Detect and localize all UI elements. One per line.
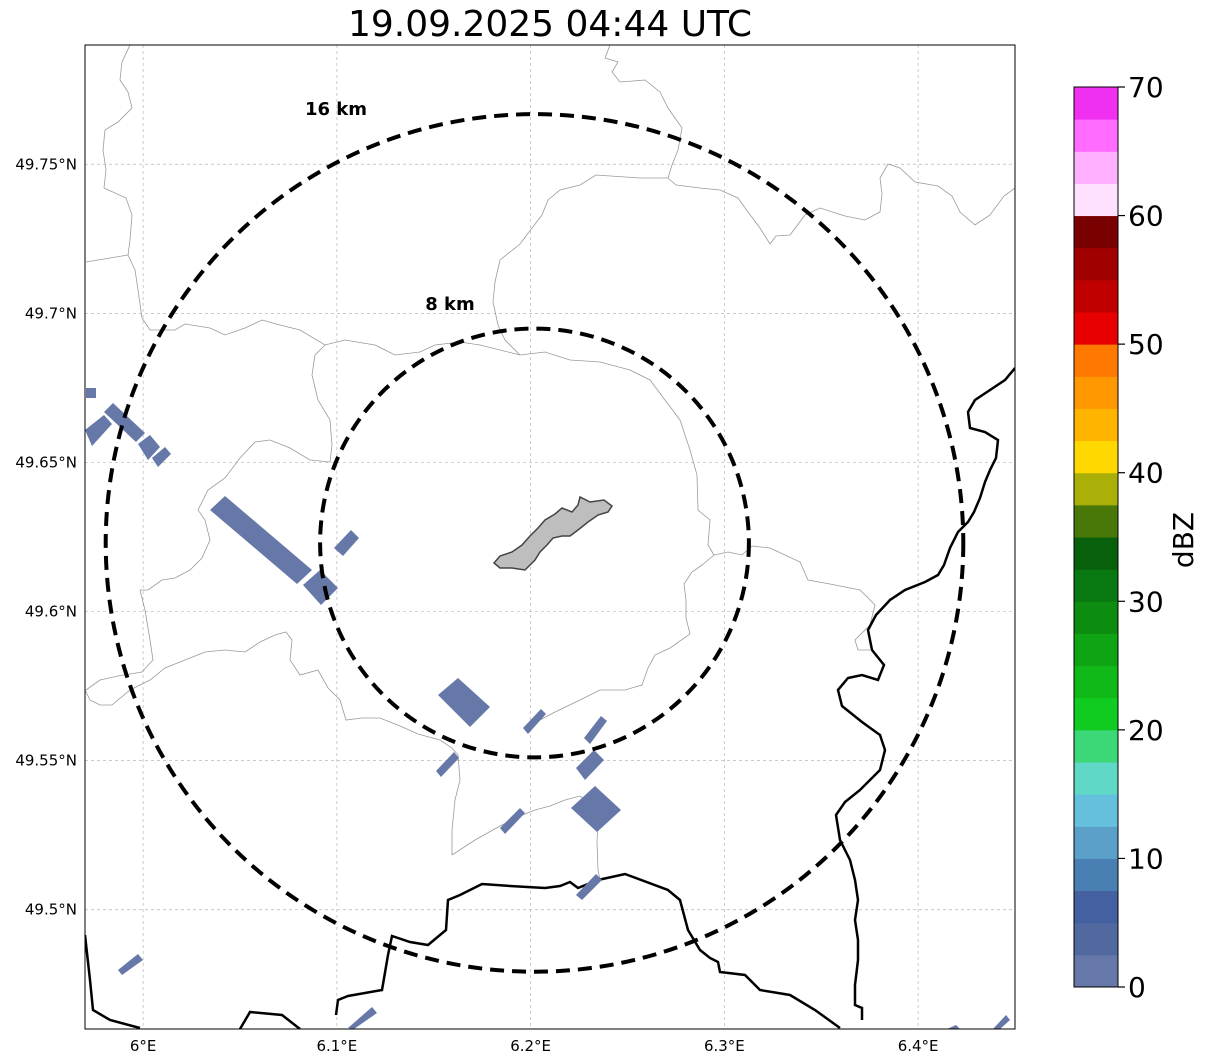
colorbar-segment: [1074, 954, 1118, 988]
radar-echo: [86, 388, 96, 398]
lon-tick-label: 6°E: [130, 1037, 157, 1055]
lon-tick-label: 6.4°E: [898, 1037, 939, 1055]
colorbar-segment: [1074, 312, 1118, 345]
colorbar-segment: [1074, 279, 1118, 313]
longitude-axis: 6°E 6.1°E 6.2°E 6.3°E 6.4°E: [130, 1037, 939, 1055]
colorbar-segment: [1074, 697, 1118, 731]
radar-echo: [576, 874, 602, 900]
latitude-axis: 49.75°N 49.7°N 49.65°N 49.6°N 49.55°N 49.5°N: [15, 155, 77, 918]
lat-tick-label: 49.65°N: [15, 453, 77, 471]
radar-echo: [500, 808, 525, 834]
colorbar-segment: [1074, 826, 1118, 859]
range-rings: [103, 112, 966, 974]
map-frame: [84, 44, 1016, 1030]
ring-label-16km: 16 km: [305, 99, 367, 120]
radar-echo: [118, 954, 143, 975]
colorbar-frame: [1073, 86, 1119, 988]
radar-echo: [436, 752, 459, 777]
lat-tick-label: 49.6°N: [25, 603, 77, 621]
radar-echo: [210, 496, 312, 584]
ring-label-8km: 8 km: [425, 294, 475, 315]
map-title: 19.09.2025 04:44 UTC: [347, 4, 753, 45]
colorbar-segment: [1074, 762, 1118, 795]
radar-echo: [85, 415, 112, 446]
radar-echo: [138, 435, 160, 460]
colorbar-tick-label: 50: [1128, 328, 1164, 361]
colorbar-segment: [1074, 87, 1118, 120]
colorbar-segment: [1074, 151, 1118, 184]
range-ring: [318, 326, 751, 760]
lat-tick-label: 49.55°N: [15, 752, 77, 770]
lon-tick-label: 6.3°E: [704, 1037, 745, 1055]
lat-tick-label: 49.5°N: [25, 901, 77, 919]
colorbar-segment: [1074, 504, 1118, 538]
radar-echo: [993, 1015, 1010, 1029]
radar-echo: [438, 678, 490, 727]
colorbar-segment: [1074, 601, 1118, 634]
range-ring: [103, 112, 966, 974]
colorbar-label: dBZ: [1167, 512, 1200, 568]
colorbar-segment: [1074, 729, 1118, 763]
radar-echo: [571, 786, 621, 832]
lon-tick-label: 6.1°E: [316, 1037, 357, 1055]
lat-tick-label: 49.75°N: [15, 155, 77, 173]
radar-echo: [303, 570, 338, 605]
colorbar-segment: [1074, 472, 1118, 506]
colorbar-tick-label: 20: [1128, 714, 1164, 747]
colorbar-segment: [1074, 408, 1118, 442]
colorbar-segment: [1074, 376, 1118, 409]
colorbar-tick-label: 70: [1128, 71, 1164, 104]
colorbar-segment: [1074, 215, 1118, 249]
colorbar-tick-label: 10: [1128, 842, 1164, 875]
colorbar-segment: [1074, 633, 1118, 667]
radar-echo: [334, 530, 359, 556]
radar-echo: [576, 750, 604, 780]
colorbar-segment: [1074, 247, 1118, 281]
radar-echo: [947, 1025, 960, 1029]
colorbar-tick-label: 0: [1128, 971, 1146, 1004]
colorbar-segment: [1074, 858, 1118, 892]
municipal-boundaries: [85, 45, 1015, 881]
country-borders: [85, 367, 1015, 1029]
lon-tick-label: 6.2°E: [510, 1037, 551, 1055]
colorbar-segment: [1074, 794, 1118, 827]
colorbar-segment: [1074, 890, 1118, 924]
colorbar-segment: [1074, 922, 1118, 956]
colorbar-segment: [1074, 665, 1118, 699]
colorbar-segment: [1074, 440, 1118, 474]
radar-echoes: [85, 388, 1010, 1029]
colorbar-segment: [1074, 537, 1118, 570]
colorbar: 0 10 20 30 40 50 60 70: [1073, 71, 1164, 1004]
colorbar-segment: [1074, 183, 1118, 217]
colorbar-segment: [1074, 344, 1118, 377]
radar-echo: [104, 403, 145, 442]
radar-echo: [523, 709, 546, 734]
colorbar-tick-label: 30: [1128, 585, 1164, 618]
radar-echo: [152, 447, 171, 467]
radar-echo: [584, 716, 607, 744]
colorbar-segment: [1074, 119, 1118, 152]
colorbar-segment: [1074, 569, 1118, 602]
lat-tick-label: 49.7°N: [25, 304, 77, 322]
radar-echo: [348, 1007, 377, 1029]
city-area: [492, 495, 614, 571]
colorbar-tick-label: 40: [1128, 457, 1164, 490]
colorbar-tick-label: 60: [1128, 200, 1164, 233]
